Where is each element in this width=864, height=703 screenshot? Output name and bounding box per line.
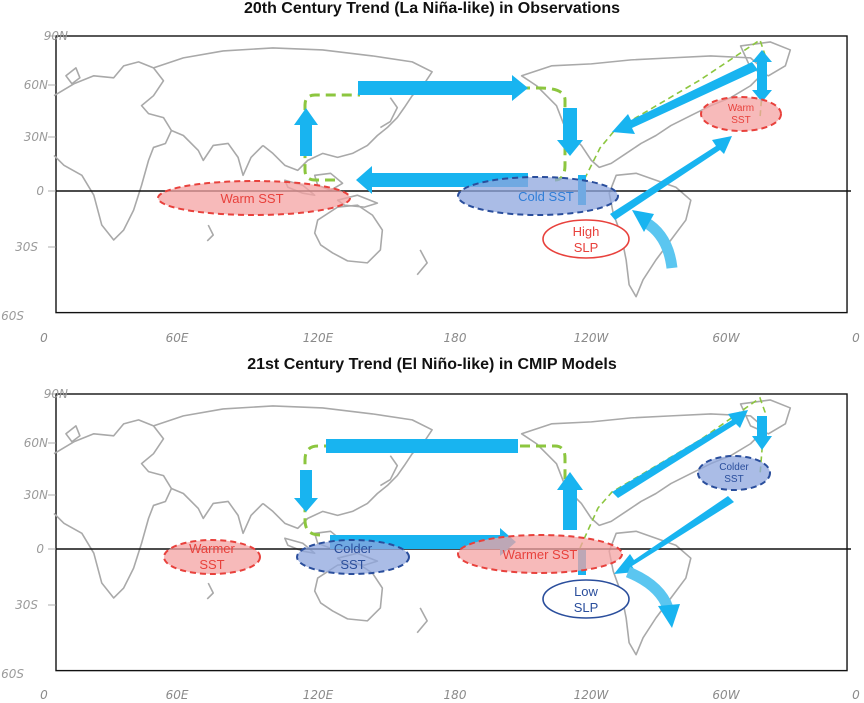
top-warm-atlantic-label-line2: SST xyxy=(731,115,750,126)
top-warm-sst-indian-ocean xyxy=(157,180,351,216)
top-panel: 90N 60N 30N 0 30S 60S 0 60E 120E 180 120… xyxy=(1,29,860,345)
bottom-lat-label: 90N xyxy=(44,387,68,401)
top-lon-label: 120E xyxy=(303,331,334,345)
top-lon-label: 120W xyxy=(574,331,610,345)
bottom-atlantic-walker-dashes xyxy=(579,396,766,549)
top-lat-label: 30N xyxy=(24,130,48,144)
bottom-lon-ticks: 0 60E 120E 180 120W 60W 0 xyxy=(40,688,860,702)
bottom-lon-label: 0 xyxy=(40,688,48,702)
top-walker-cell-loop xyxy=(303,86,567,182)
bottom-colder-sst-north-atlantic xyxy=(697,455,771,491)
bottom-lat-label: 30N xyxy=(24,488,48,502)
bottom-slp-label-line1: Low xyxy=(574,584,598,599)
bottom-lat-label: 0 xyxy=(36,542,44,556)
bottom-slp-label-line2: SLP xyxy=(574,600,599,615)
bottom-lon-label: 60W xyxy=(712,688,740,702)
top-lon-label: 180 xyxy=(444,331,467,345)
top-western-pacific-rising-arrow xyxy=(294,108,318,156)
bottom-warm-ep-label: Warmer SST xyxy=(503,547,578,562)
top-cold-sst-east-pacific xyxy=(457,176,619,216)
bottom-lon-label: 120E xyxy=(303,688,334,702)
top-slp-label-line1: High xyxy=(573,224,600,239)
bottom-lat-label: 60S xyxy=(1,667,24,681)
top-cold-sst-label: Cold SST xyxy=(518,189,574,204)
top-north-atlantic-west-arrow xyxy=(612,62,758,134)
top-lon-label: 60E xyxy=(166,331,189,345)
top-lon-label: 60W xyxy=(712,331,740,345)
top-warm-sst-north-atlantic xyxy=(700,96,782,132)
top-lon-label: 0 xyxy=(40,331,48,345)
top-lat-label: 90N xyxy=(44,29,68,43)
bottom-low-slp-marker xyxy=(542,579,630,619)
bottom-warmer-sst-east-pacific xyxy=(457,534,623,574)
top-warm-sst-label: Warm SST xyxy=(220,191,283,206)
bottom-western-pacific-sinking-arrow xyxy=(294,470,318,512)
top-eastern-pacific-sinking-arrow xyxy=(557,108,583,156)
bottom-lat-label: 60N xyxy=(24,436,48,450)
top-pacific-upper-east-arrow xyxy=(358,75,528,101)
top-lat-label: 0 xyxy=(36,184,44,198)
top-lat-ticks: 90N 60N 30N 0 30S 60S xyxy=(1,29,68,323)
bottom-pacific-upper-west-arrow xyxy=(326,439,518,453)
bottom-lon-label: 120W xyxy=(574,688,610,702)
bottom-atlantic-diagonal-arrow xyxy=(614,496,734,574)
top-south-america-curved-arrow xyxy=(642,217,678,269)
top-greenland-rising-arrow xyxy=(752,50,772,90)
bottom-colder-sst-west-pacific xyxy=(296,539,410,575)
top-lon-label: 0 xyxy=(852,331,860,345)
top-lat-label: 60N xyxy=(24,78,48,92)
top-high-slp-marker xyxy=(542,219,630,259)
top-slp-label-line2: SLP xyxy=(574,240,599,255)
bottom-north-atlantic-east-arrow xyxy=(612,410,748,498)
top-south-america-arrowhead xyxy=(632,210,654,232)
bottom-walker-cell-loop xyxy=(303,444,567,537)
top-lat-label: 60S xyxy=(1,309,24,323)
bottom-panel: 90N 60N 30N 0 30S 60S 0 60E 120E 180 120… xyxy=(1,387,860,702)
bottom-lat-ticks: 90N 60N 30N 0 30S 60S xyxy=(1,387,68,681)
bottom-warm-io-label-line2: SST xyxy=(199,557,224,572)
bottom-south-america-curved-arrow xyxy=(625,566,674,611)
bottom-south-america-arrowhead xyxy=(658,604,680,628)
top-warm-atlantic-label-line1: Warm xyxy=(728,103,754,114)
bottom-lon-label: 180 xyxy=(444,688,467,702)
bottom-lat-label: 30S xyxy=(15,598,38,612)
bottom-lon-label: 60E xyxy=(166,688,189,702)
top-atlantic-diagonal-arrow xyxy=(610,136,732,220)
top-lon-ticks: 0 60E 120E 180 120W 60W 0 xyxy=(40,331,860,345)
bottom-eastern-pacific-rising-arrow xyxy=(557,472,583,530)
bottom-panel-title: 21st Century Trend (El Niño-like) in CMI… xyxy=(247,356,617,373)
top-lat-label: 30S xyxy=(15,240,38,254)
bottom-cold-wp-label-line1: Colder xyxy=(334,541,373,556)
top-panel-title: 20th Century Trend (La Niña-like) in Obs… xyxy=(243,0,621,17)
bottom-cold-atl-label-line2: SST xyxy=(724,474,743,485)
bottom-cold-wp-label-line2: SST xyxy=(340,557,365,572)
bottom-lon-label: 0 xyxy=(852,688,860,702)
bottom-warm-io-label-line1: Warmer xyxy=(189,541,235,556)
bottom-cold-atl-label-line1: Colder xyxy=(719,462,749,473)
bottom-warmer-sst-indian-ocean xyxy=(163,539,261,575)
bottom-greenland-sinking-arrow xyxy=(752,416,772,450)
